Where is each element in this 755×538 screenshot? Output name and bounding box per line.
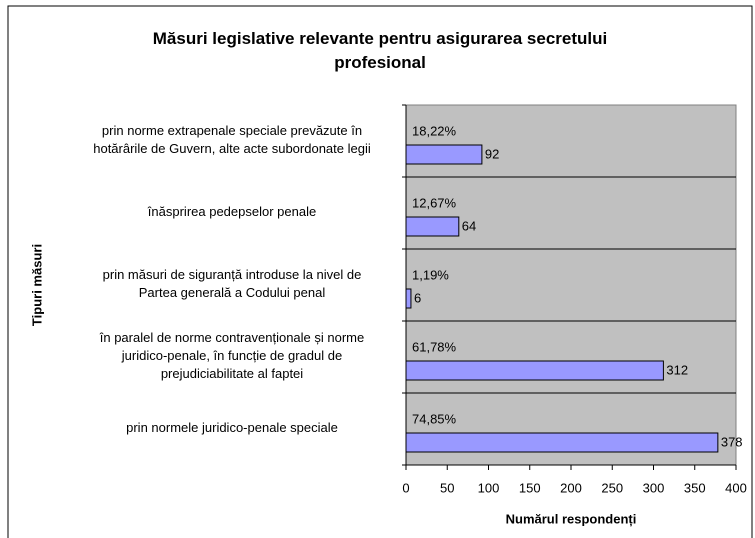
y-tick-label: prin normele juridico-penale speciale	[126, 420, 338, 435]
x-tick-label: 150	[519, 480, 541, 495]
y-tick-label: înăsprirea pedepselor penale	[147, 204, 316, 219]
bar-value-label: 312	[666, 362, 688, 377]
x-tick-label: 350	[684, 480, 706, 495]
x-tick-label: 250	[601, 480, 623, 495]
y-axis-label: Tipuri măsuri	[29, 244, 44, 326]
bar-percent-label: 1,19%	[412, 267, 449, 282]
x-tick-label: 50	[440, 480, 454, 495]
bar-value-label: 378	[721, 434, 743, 449]
x-tick-label: 400	[725, 480, 747, 495]
bar-percent-label: 18,22%	[412, 123, 457, 138]
bar-value-label: 6	[414, 290, 421, 305]
chart-title: Măsuri legislative relevante pentru asig…	[153, 29, 607, 72]
x-axis-label: Numărul respondenți	[506, 511, 637, 526]
plot-area	[405, 104, 737, 466]
y-tick-label: prin norme extrapenale speciale prevăzut…	[93, 123, 371, 156]
bar-percent-label: 61,78%	[412, 339, 457, 354]
bar	[405, 432, 719, 453]
bar-percent-label: 74,85%	[412, 411, 457, 426]
y-tick-label: în paralel de norme contravenționale și …	[99, 330, 364, 381]
bar-percent-label: 12,67%	[412, 195, 457, 210]
bar-value-label: 64	[462, 218, 476, 233]
x-tick-label: 0	[402, 480, 409, 495]
x-tick-label: 200	[560, 480, 582, 495]
bar	[405, 144, 483, 165]
x-tick-label: 100	[478, 480, 500, 495]
y-tick-label: prin măsuri de siguranță introduse la ni…	[103, 267, 362, 300]
bar	[405, 360, 664, 381]
bar	[405, 216, 460, 237]
bar-value-label: 92	[485, 146, 499, 161]
bar	[405, 288, 412, 309]
x-tick-label: 300	[643, 480, 665, 495]
